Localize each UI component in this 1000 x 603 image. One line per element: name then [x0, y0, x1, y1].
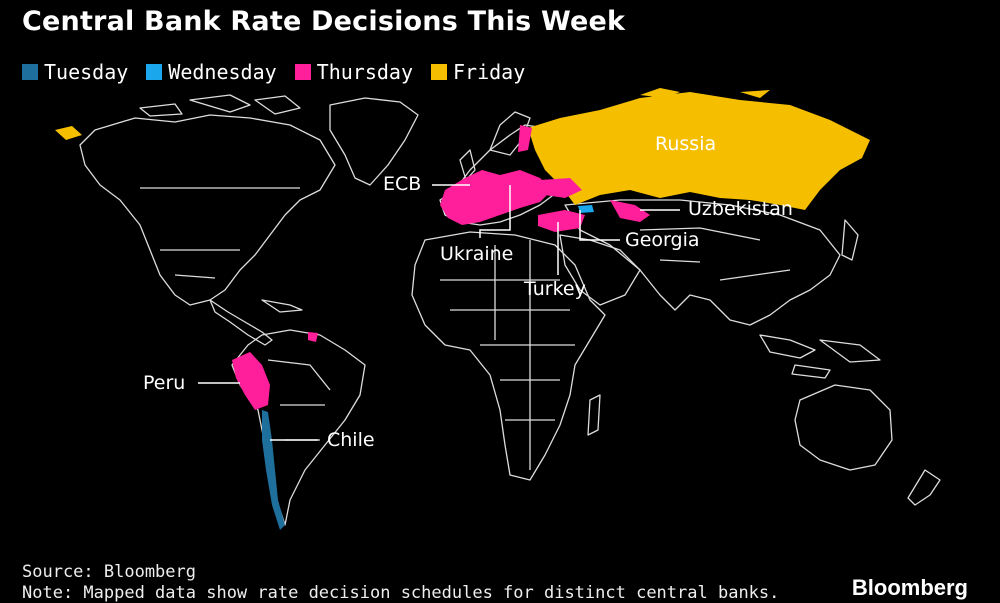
- ecb-shape: [440, 170, 552, 225]
- leader-lines: [198, 184, 680, 441]
- georgia-leader: [579, 210, 620, 241]
- legend: Tuesday Wednesday Thursday Friday: [22, 60, 525, 84]
- label-ecb: ECB: [383, 173, 422, 195]
- middle-east-outline: [559, 234, 641, 306]
- legend-item-thursday: Thursday: [294, 60, 413, 84]
- greenland-outline: [329, 97, 419, 186]
- legend-label-wednesday: Wednesday: [168, 60, 277, 84]
- legend-label-friday: Friday: [453, 60, 526, 84]
- north-america-outline: [79, 114, 336, 306]
- legend-item-tuesday: Tuesday: [22, 60, 128, 84]
- chile-shape: [262, 410, 285, 530]
- legend-swatch-friday: [431, 64, 447, 80]
- legend-item-wednesday: Wednesday: [146, 60, 277, 84]
- highlighted-countries: [55, 88, 870, 530]
- uzbekistan-shape: [610, 200, 650, 222]
- north-america-borders: [140, 187, 300, 279]
- label-ukraine: Ukraine: [440, 243, 514, 265]
- finland-shape: [518, 125, 532, 152]
- africa-borders: [440, 240, 575, 470]
- georgia-shape: [578, 205, 594, 213]
- legend-swatch-tuesday: [22, 64, 38, 80]
- label-chile: Chile: [327, 429, 375, 451]
- asia-outline: [564, 199, 841, 326]
- scandinavia-outline: [489, 111, 531, 156]
- central-america-outline: [209, 299, 273, 346]
- madagascar-outline: [587, 394, 601, 436]
- peru-shape: [232, 352, 270, 410]
- label-turkey: Turkey: [524, 278, 586, 300]
- ukraine-shape: [540, 178, 582, 198]
- japan-outline: [841, 219, 859, 261]
- south-america-borders: [267, 359, 331, 441]
- label-georgia: Georgia: [625, 229, 700, 251]
- turkey-shape: [538, 210, 585, 232]
- asia-borders: [639, 227, 791, 281]
- africa-outline: [411, 231, 606, 481]
- ukraine-leader: [479, 185, 511, 238]
- caribbean-outline: [261, 299, 303, 313]
- canada-islands: [139, 94, 301, 117]
- uk-outline: [459, 149, 476, 181]
- bloomberg-logo: Bloomberg: [851, 575, 968, 600]
- label-uzbekistan: Uzbekistan: [688, 198, 793, 220]
- russia-islands: [640, 88, 770, 98]
- label-russia: Russia: [655, 133, 717, 155]
- footnote: Note: Mapped data show rate decision sch…: [22, 583, 780, 603]
- alaska-yellow-shape: [55, 126, 82, 140]
- new-zealand-outline: [907, 469, 941, 506]
- label-peru: Peru: [143, 372, 186, 394]
- legend-label-tuesday: Tuesday: [44, 60, 129, 84]
- legend-label-thursday: Thursday: [316, 60, 413, 84]
- legend-item-friday: Friday: [431, 60, 525, 84]
- chart-title: Central Bank Rate Decisions This Week: [22, 6, 626, 37]
- russia-shape: [528, 92, 870, 210]
- australia-outline: [794, 384, 893, 471]
- legend-swatch-wednesday: [146, 64, 163, 80]
- suriname-shape: [308, 332, 318, 342]
- southeast-asia-islands: [759, 334, 881, 379]
- land-outlines: [79, 94, 941, 526]
- legend-swatch-thursday: [294, 64, 311, 80]
- source-note: Source: Bloomberg: [22, 562, 196, 582]
